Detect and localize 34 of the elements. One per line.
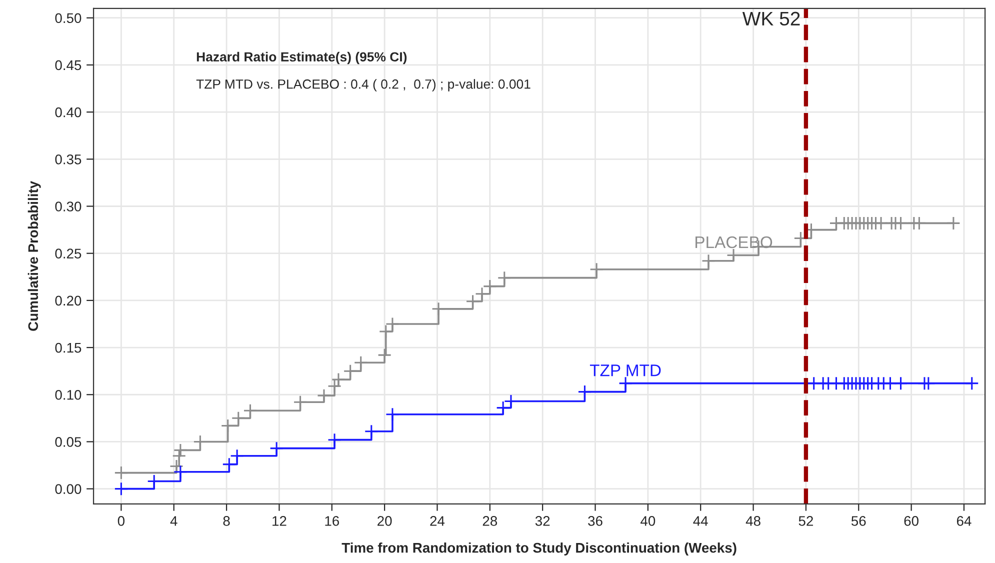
x-tick-label: 44 <box>693 516 708 526</box>
x-tick-label: 4 <box>170 516 178 526</box>
x-tick-label: 48 <box>746 516 760 526</box>
y-tick-label: 0.40 <box>55 107 82 118</box>
annotation: TZP MTD vs. PLACEBO : 0.4 ( 0.2 , 0.7) ; p-value: 0.001 <box>196 79 530 92</box>
y-tick-label: 0.50 <box>55 13 82 24</box>
x-tick-label: 20 <box>378 516 392 526</box>
annotation: Hazard Ratio Estimate(s) (95% CI) <box>196 52 407 64</box>
x-tick-label: 8 <box>223 516 230 526</box>
y-tick-label: 0.05 <box>55 437 82 447</box>
y-tick-label: 0.25 <box>55 248 82 259</box>
x-tick-label: 0 <box>118 516 125 526</box>
y-tick-label: 0.15 <box>55 342 82 353</box>
x-tick-label: 12 <box>272 516 286 526</box>
y-tick-label: 0.45 <box>55 60 82 70</box>
ref-line-label: WK 52 <box>742 12 800 26</box>
x-tick-label: 64 <box>956 516 972 526</box>
y-tick-label: 0.00 <box>55 484 82 494</box>
y-tick-label: 0.20 <box>55 296 82 306</box>
x-tick-label: 36 <box>588 516 602 526</box>
y-tick-label: 0.30 <box>55 202 82 212</box>
x-axis-title: Time from Randomization to Study Discontinuation (Weeks) <box>342 542 736 556</box>
series-label: TZP MTD <box>590 364 661 376</box>
y-tick-label: 0.35 <box>55 154 82 164</box>
x-tick-label: 16 <box>325 516 339 526</box>
x-tick-label: 52 <box>798 516 813 526</box>
y-axis-title: Cumulative Probability <box>28 180 41 331</box>
x-tick-label: 60 <box>904 516 918 526</box>
x-tick-label: 24 <box>430 516 445 526</box>
x-tick-label: 40 <box>640 516 656 526</box>
y-tick-label: 0.10 <box>55 390 82 400</box>
x-tick-label: 56 <box>851 516 866 526</box>
x-tick-label: 32 <box>535 516 550 526</box>
x-tick-label: 28 <box>482 516 498 526</box>
